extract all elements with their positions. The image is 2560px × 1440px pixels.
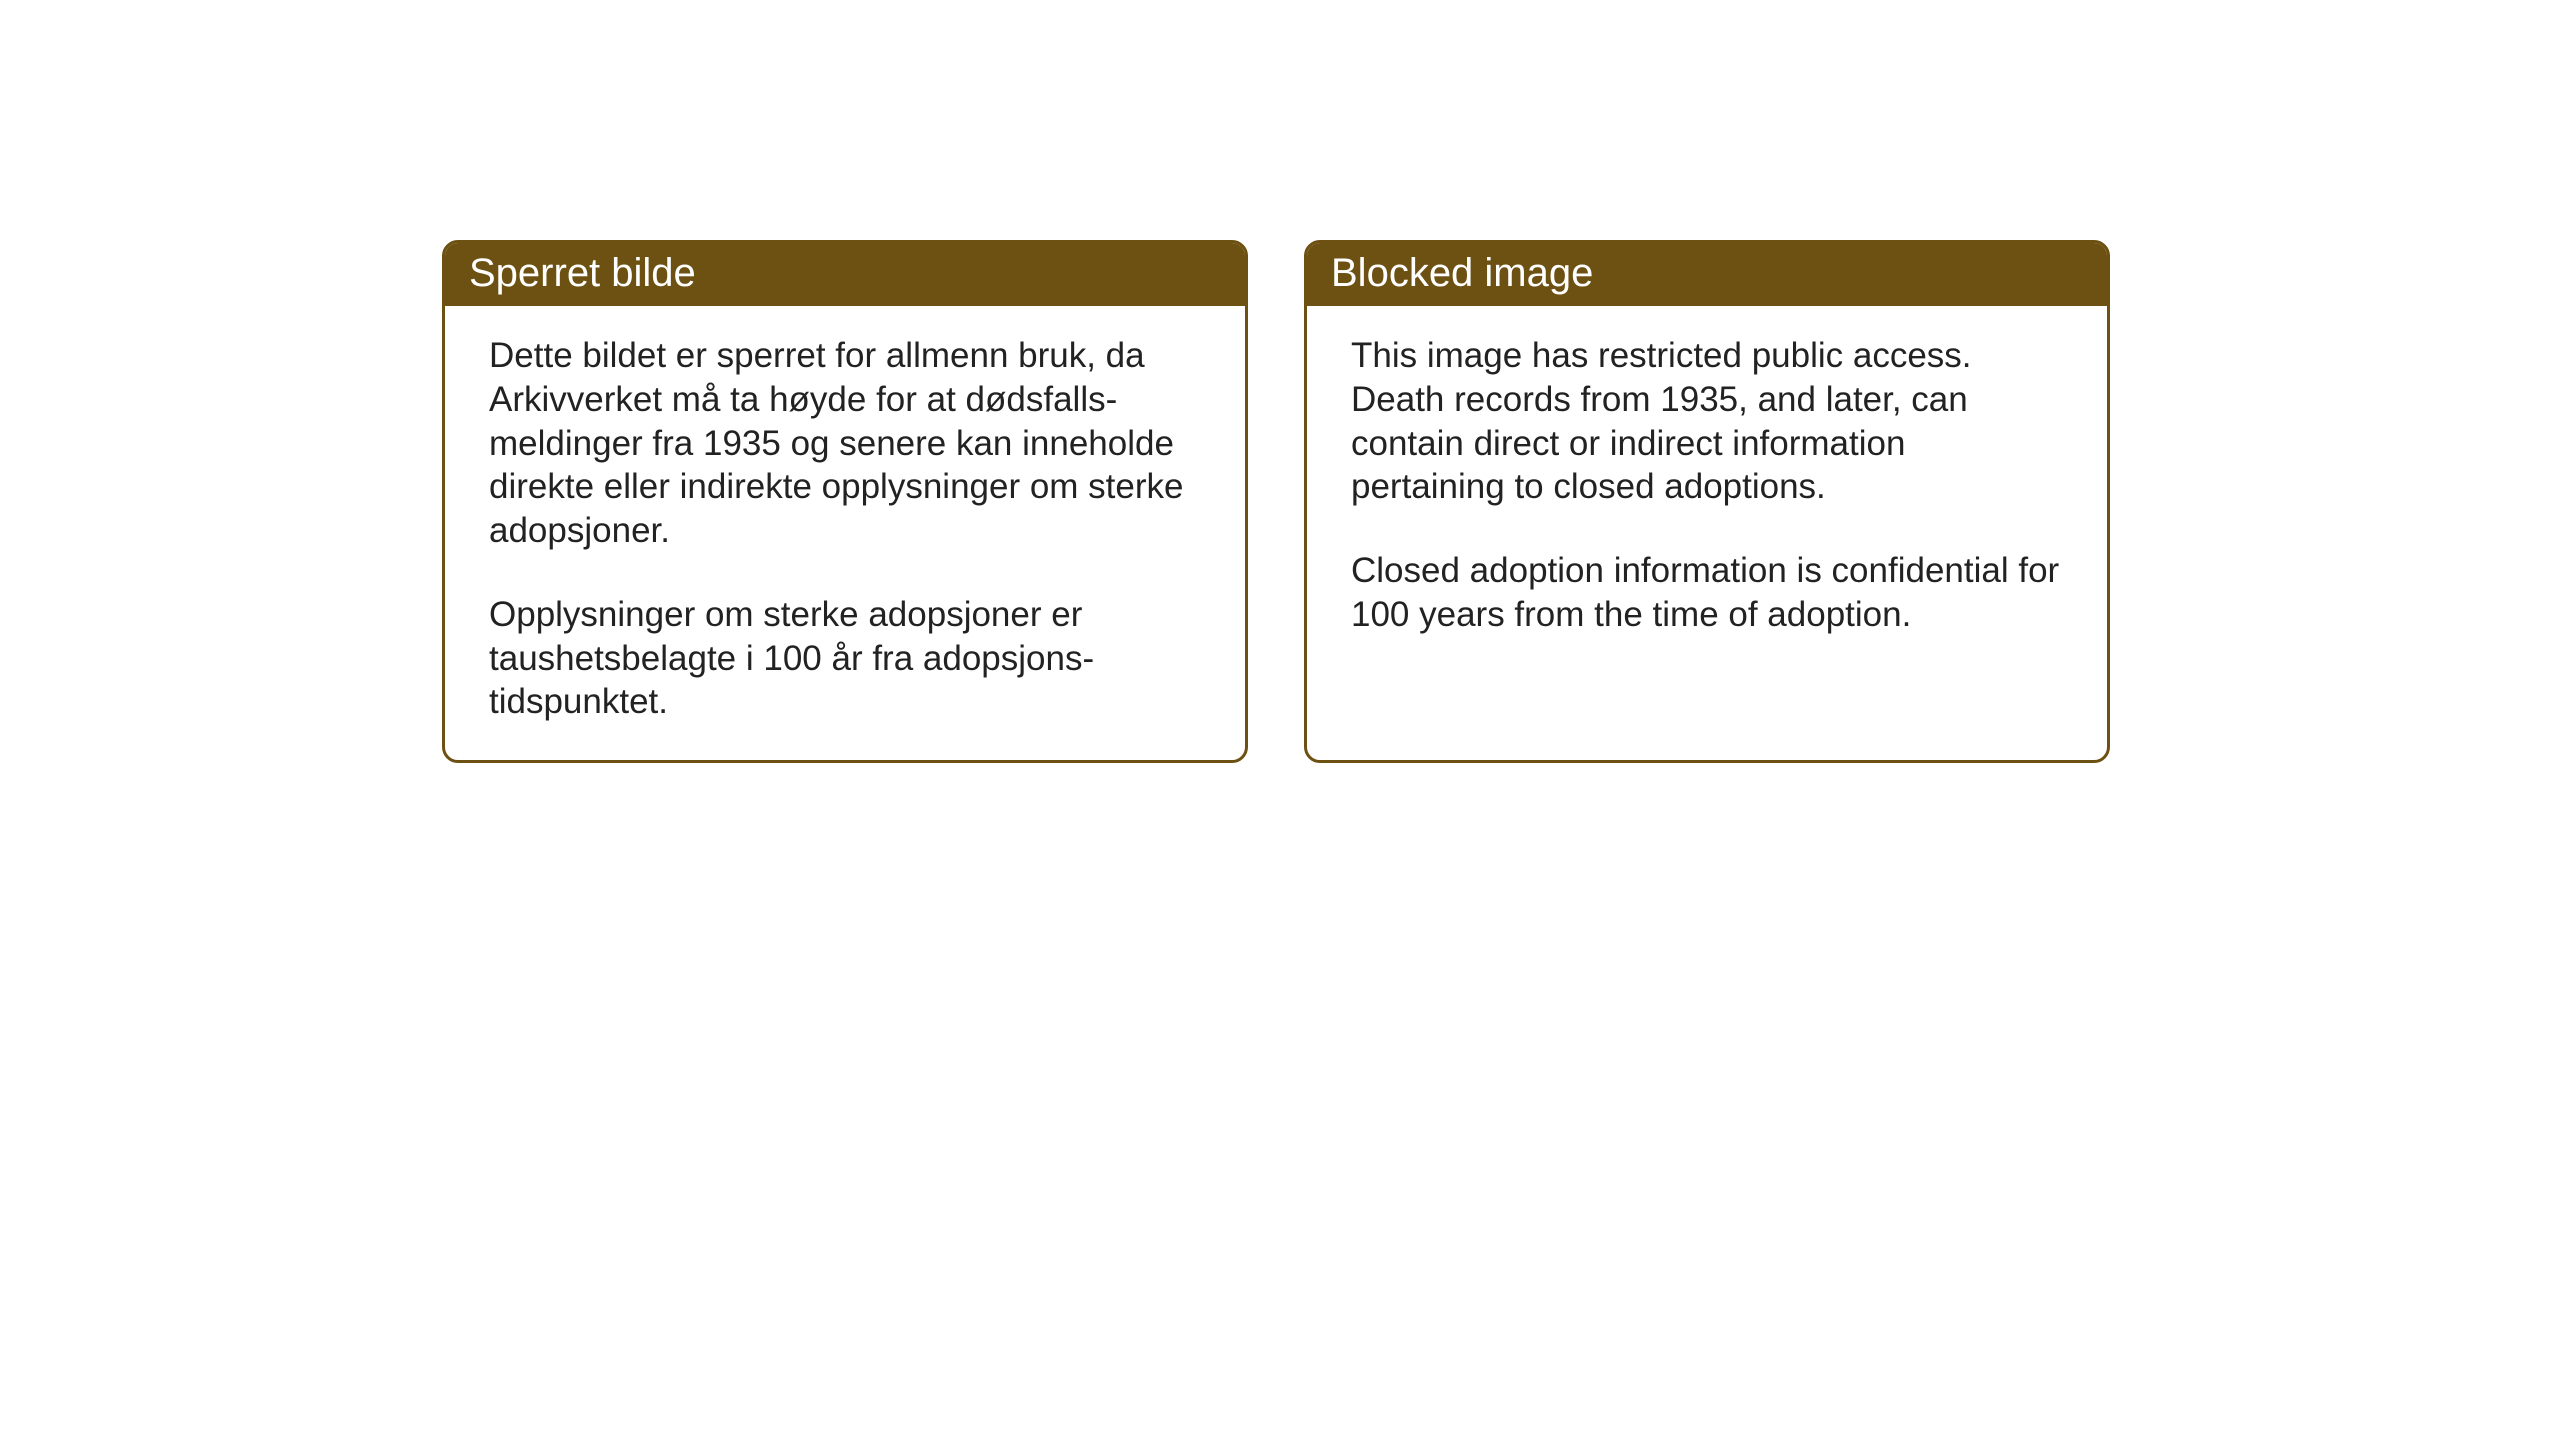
notice-card-english: Blocked image This image has restricted … xyxy=(1304,240,2110,763)
notice-container: Sperret bilde Dette bildet er sperret fo… xyxy=(442,240,2110,763)
notice-card-norwegian: Sperret bilde Dette bildet er sperret fo… xyxy=(442,240,1248,763)
card-header-norwegian: Sperret bilde xyxy=(445,243,1245,306)
card-header-english: Blocked image xyxy=(1307,243,2107,306)
card-paragraph-norwegian-1: Dette bildet er sperret for allmenn bruk… xyxy=(489,334,1201,553)
card-body-english: This image has restricted public access.… xyxy=(1307,306,2107,746)
card-title-english: Blocked image xyxy=(1331,251,1593,295)
card-paragraph-english-2: Closed adoption information is confident… xyxy=(1351,549,2063,637)
card-paragraph-norwegian-2: Opplysninger om sterke adopsjoner er tau… xyxy=(489,593,1201,724)
card-body-norwegian: Dette bildet er sperret for allmenn bruk… xyxy=(445,306,1245,760)
card-title-norwegian: Sperret bilde xyxy=(469,251,696,295)
card-paragraph-english-1: This image has restricted public access.… xyxy=(1351,334,2063,509)
